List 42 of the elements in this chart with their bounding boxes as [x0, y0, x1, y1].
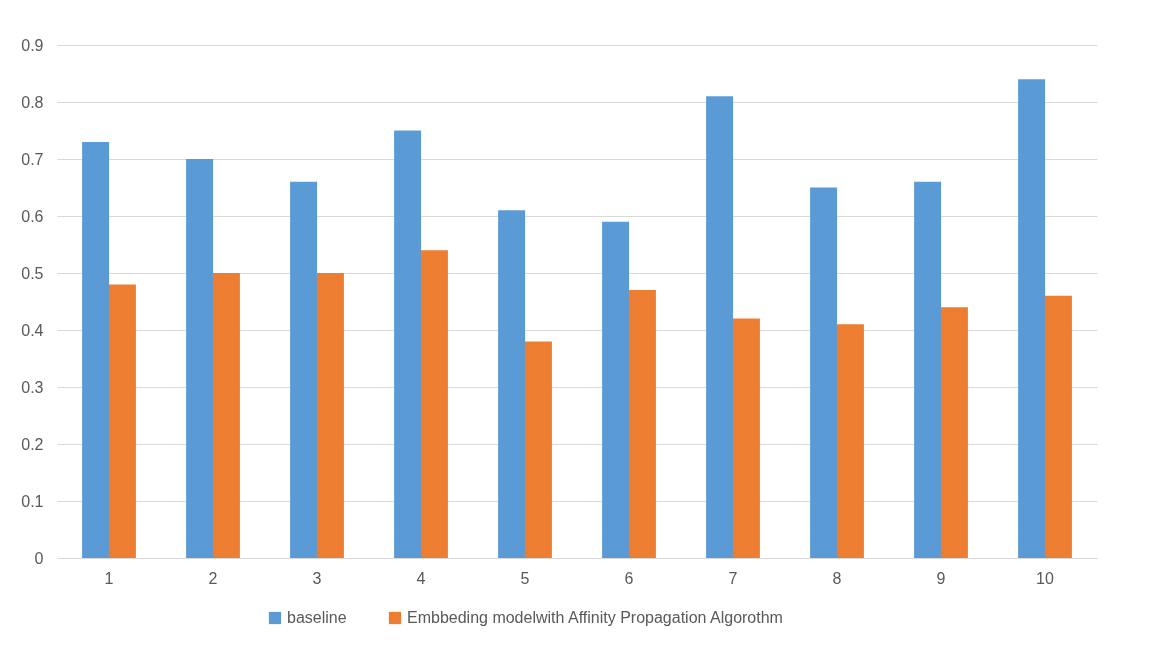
bar: [316, 273, 344, 558]
x-tick-label: 4: [416, 569, 426, 587]
y-tick-label: 0: [34, 549, 44, 567]
bar: [1044, 295, 1072, 558]
y-tick-label: 0.4: [21, 321, 44, 339]
y-tick-label: 0.5: [21, 264, 44, 282]
y-tick-label: 0.3: [21, 378, 44, 396]
bar: [82, 141, 110, 558]
bar: [394, 130, 422, 558]
y-tick-label: 0.8: [21, 93, 44, 111]
x-tick-label: 7: [728, 569, 738, 587]
y-tick-label: 0.1: [21, 492, 44, 510]
bar: [290, 181, 318, 558]
legend-label: Embbeding modelwith Affinity Propagation Algorothm: [407, 609, 783, 626]
bar: [524, 341, 552, 558]
bar: [108, 284, 136, 558]
x-tick-label: 3: [312, 569, 322, 587]
x-tick-label: 8: [832, 569, 842, 587]
bar: [1018, 79, 1046, 558]
x-tick-label: 10: [1036, 569, 1054, 587]
bar: [628, 290, 656, 558]
x-tick-label: 1: [104, 569, 114, 587]
bar: [810, 187, 838, 558]
legend-label: baseline: [287, 609, 347, 626]
bar: [940, 307, 968, 558]
x-tick-label: 9: [936, 569, 946, 587]
x-tick-label: 6: [624, 569, 634, 587]
x-tick-label: 2: [208, 569, 218, 587]
y-tick-label: 0.9: [21, 36, 44, 54]
bar: [602, 221, 630, 558]
y-tick-label: 0.7: [21, 150, 44, 168]
bar: [186, 159, 214, 558]
bar: [914, 181, 942, 558]
y-tick-label: 0.6: [21, 207, 44, 225]
x-tick-label: 5: [520, 569, 530, 587]
bar: [498, 210, 526, 558]
bar: [836, 324, 864, 558]
bar: [420, 250, 448, 558]
bar: [706, 96, 734, 558]
y-tick-label: 0.2: [21, 435, 44, 453]
bar: [732, 318, 760, 558]
bar: [212, 273, 240, 558]
